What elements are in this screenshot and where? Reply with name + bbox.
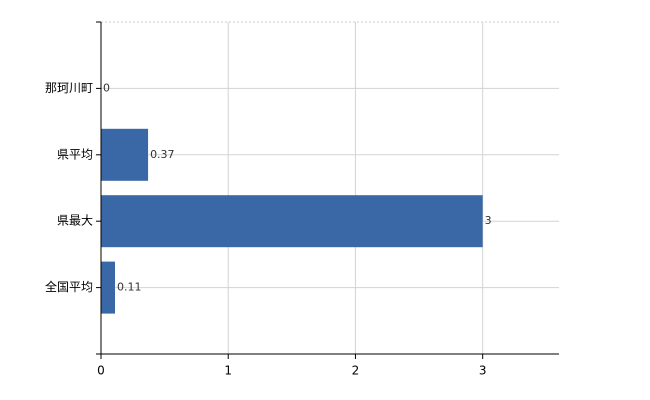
bar <box>101 261 115 314</box>
bar <box>101 128 149 181</box>
x-tick-label: 3 <box>479 364 487 378</box>
y-tick-label: 全国平均 <box>45 279 93 294</box>
bar <box>101 195 483 248</box>
x-tick-label: 0 <box>97 364 105 378</box>
x-tick-label: 1 <box>224 364 232 378</box>
value-label: 0.37 <box>150 148 175 161</box>
value-label: 0.11 <box>117 281 142 294</box>
y-tick-label: 県最大 <box>57 214 93 228</box>
value-label: 3 <box>485 214 492 227</box>
y-tick-label: 県平均 <box>57 147 93 161</box>
x-tick-label: 2 <box>352 364 360 378</box>
y-tick-label: 那珂川町 <box>45 81 93 95</box>
value-label: 0 <box>103 81 110 94</box>
